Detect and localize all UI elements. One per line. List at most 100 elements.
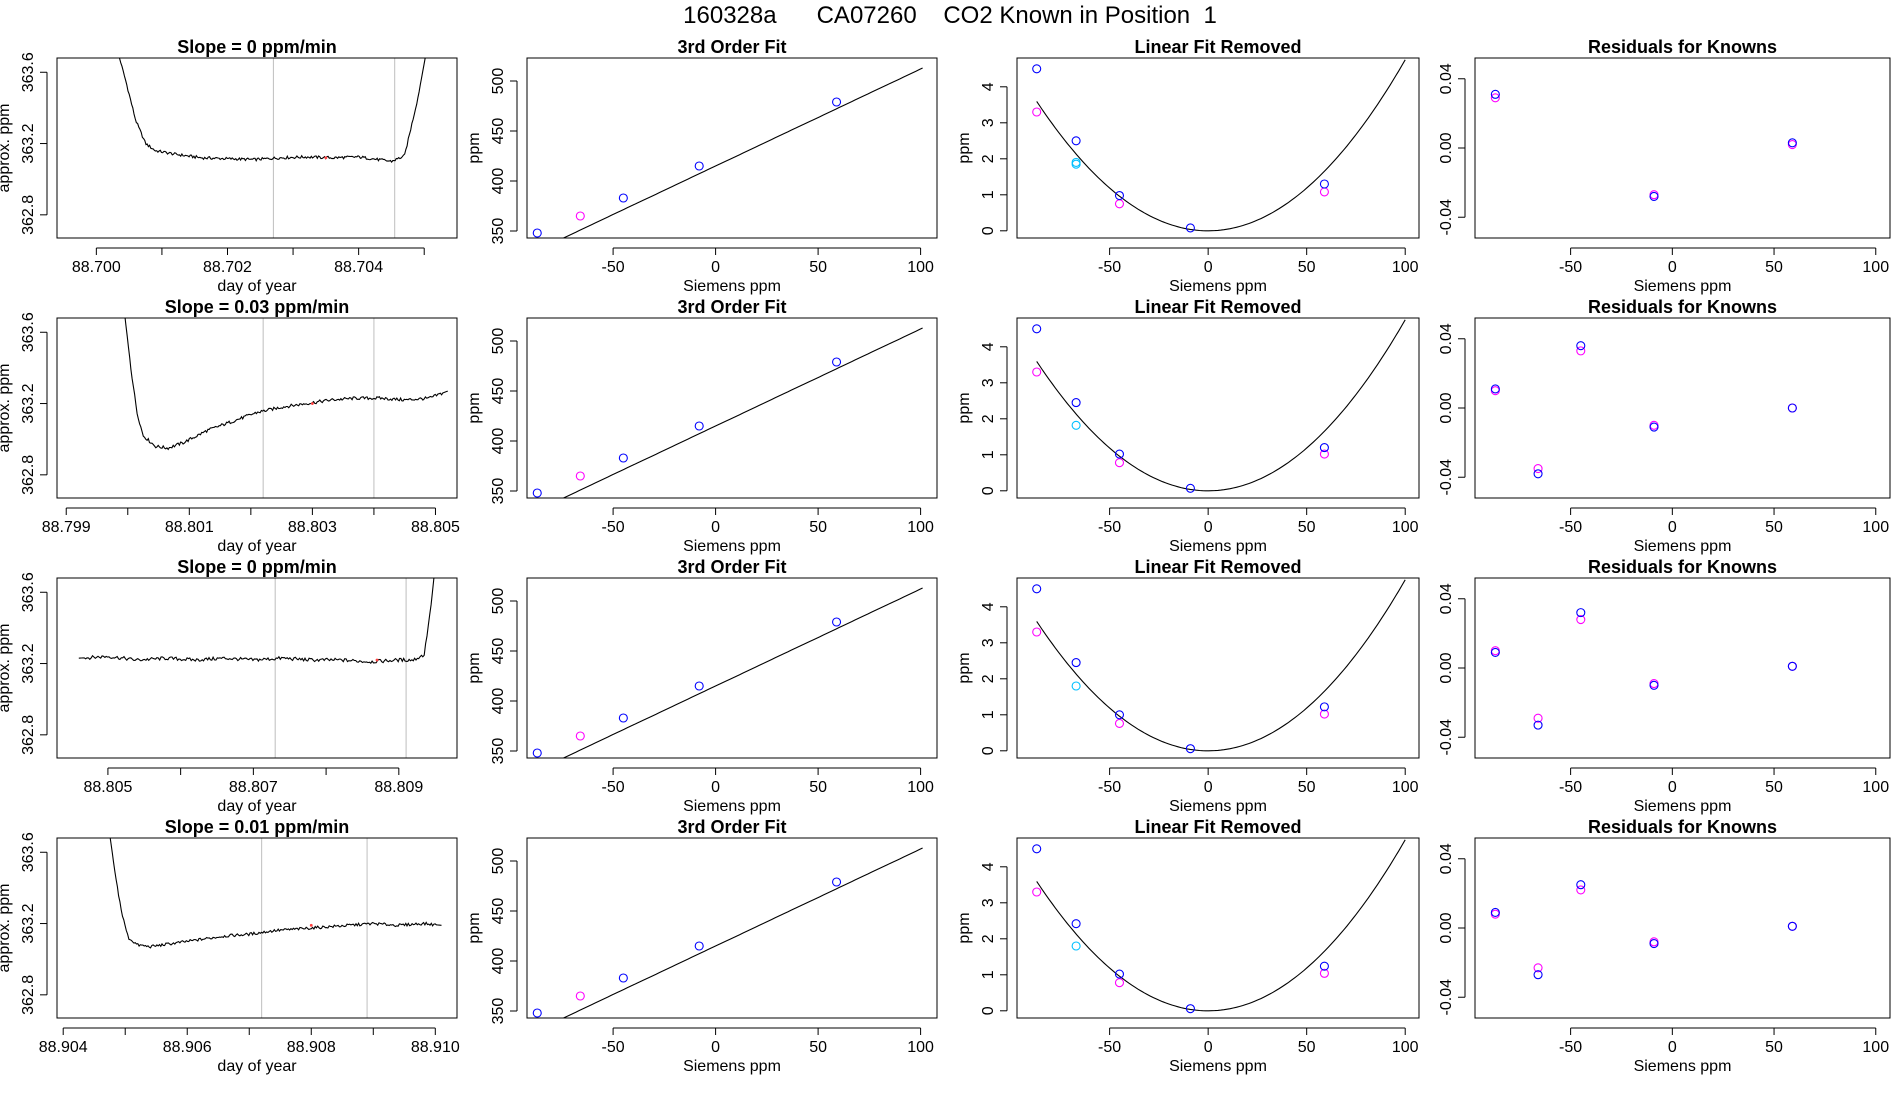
x-tick-label: 88.805 <box>411 519 460 536</box>
data-point <box>1319 961 1329 971</box>
y-tick-label: 0.00 <box>1438 652 1455 683</box>
data-point <box>1185 223 1195 233</box>
y-tick-label: 4 <box>980 602 997 611</box>
x-tick-label: 50 <box>809 259 827 276</box>
x-tick-label: 88.801 <box>165 519 214 536</box>
panel-row2-linear-removed: -50 0 50 100 0 1 2 3 4 Linear Fit Removed Siemens … <box>956 297 1420 555</box>
y-tick-label: 362.8 <box>20 455 37 495</box>
data-point <box>1071 398 1081 408</box>
y-axis-label: ppm <box>466 392 483 423</box>
x-tick-label: 100 <box>1862 519 1889 536</box>
panel-title: Slope = 0 ppm/min <box>177 557 337 577</box>
x-axis-label: Siemens ppm <box>1634 538 1732 555</box>
y-tick-label: 350 <box>490 738 507 765</box>
x-axis-label: Siemens ppm <box>1169 278 1267 295</box>
x-tick-label: 50 <box>809 1039 827 1056</box>
x-axis-label: Siemens ppm <box>1634 798 1732 815</box>
data-point <box>1533 464 1543 474</box>
panel-row2-fit: -50 0 50 100 350 400 450 500 3rd Order Fit Siemen… <box>466 297 938 555</box>
y-tick-label: 450 <box>490 898 507 925</box>
data-point <box>1787 661 1797 671</box>
x-tick-label: 0 <box>1668 1039 1677 1056</box>
panel-title: 3rd Order Fit <box>677 297 786 317</box>
fit-curve <box>1036 59 1406 232</box>
x-axis-label: Siemens ppm <box>1169 798 1267 815</box>
x-tick-label: -50 <box>1559 779 1582 796</box>
data-point <box>1490 647 1500 657</box>
panel-title: Linear Fit Removed <box>1134 817 1301 837</box>
y-tick-label: 2 <box>980 414 997 423</box>
x-tick-label: 0 <box>1204 259 1213 276</box>
data-point <box>1185 1004 1195 1014</box>
x-tick-label: 0 <box>711 1039 720 1056</box>
panel-title: 3rd Order Fit <box>677 817 786 837</box>
plot-frame <box>1474 317 1891 499</box>
data-point <box>575 211 585 221</box>
y-axis-label: ppm <box>466 912 483 943</box>
data-point <box>1319 449 1329 459</box>
plot-frame <box>1016 837 1420 1019</box>
y-tick-label: 0.00 <box>1438 912 1455 943</box>
x-axis-label: Siemens ppm <box>1634 1058 1732 1075</box>
x-tick-label: 50 <box>809 519 827 536</box>
y-tick-label: -0.04 <box>1438 979 1455 1016</box>
data-point <box>1319 443 1329 453</box>
y-tick-label: 363.2 <box>20 903 37 943</box>
y-tick-label: 500 <box>490 588 507 615</box>
y-tick-label: 0 <box>980 486 997 495</box>
plot-frame <box>526 317 938 499</box>
fit-curve <box>562 327 923 498</box>
data-point <box>1319 702 1329 712</box>
panel-row2-timeseries: 88.799 88.801 88.803 88.805 362.8 363.2 363.6 S… <box>0 297 460 555</box>
sample-marker <box>309 923 313 927</box>
data-point <box>532 1008 542 1018</box>
data-point <box>1071 681 1081 691</box>
x-axis-label: day of year <box>217 278 297 295</box>
y-tick-label: 0.04 <box>1438 583 1455 614</box>
y-axis-label: ppm <box>956 912 973 943</box>
y-tick-label: 400 <box>490 688 507 715</box>
x-tick-label: 0 <box>1668 519 1677 536</box>
y-tick-label: 3 <box>980 378 997 387</box>
x-axis-label: Siemens ppm <box>683 278 781 295</box>
fit-curve <box>1036 839 1406 1012</box>
data-point <box>532 228 542 238</box>
data-point <box>618 713 628 723</box>
panel-title: Slope = 0.01 ppm/min <box>165 817 350 837</box>
series-line <box>118 58 426 163</box>
fit-curve <box>562 847 923 1018</box>
panel-row3-linear-removed: -50 0 50 100 0 1 2 3 4 Linear Fit Removed Siemens … <box>956 557 1420 815</box>
panel-row4-fit: -50 0 50 100 350 400 450 500 3rd Order Fit Siemen… <box>466 817 938 1075</box>
panel-title: Residuals for Knowns <box>1588 37 1777 57</box>
data-point <box>1114 190 1125 201</box>
x-tick-label: 50 <box>1765 779 1783 796</box>
series-line <box>78 578 435 664</box>
x-tick-label: 88.702 <box>203 259 252 276</box>
y-axis-label: approx. ppm <box>0 884 13 973</box>
data-point <box>831 877 842 887</box>
panel-row1-linear-removed: -50 0 50 100 0 1 2 3 4 Linear Fit Removed Siemens … <box>956 37 1420 295</box>
data-point <box>1319 179 1329 189</box>
x-tick-label: -50 <box>1559 259 1582 276</box>
data-point <box>1649 939 1659 949</box>
y-tick-label: 0.00 <box>1438 392 1455 423</box>
x-tick-label: 100 <box>1392 519 1419 536</box>
y-tick-label: 400 <box>490 428 507 455</box>
fit-curve <box>1036 579 1406 752</box>
plot-frame <box>1474 57 1891 239</box>
y-tick-label: 363.6 <box>20 832 37 872</box>
y-axis-label: approx. ppm <box>0 364 13 453</box>
y-tick-label: 363.2 <box>20 643 37 683</box>
x-tick-label: 0 <box>1204 779 1213 796</box>
x-tick-label: 50 <box>1298 259 1316 276</box>
y-tick-label: 350 <box>490 218 507 245</box>
sample-marker <box>375 658 379 662</box>
y-axis-label: ppm <box>466 652 483 683</box>
x-tick-label: 0 <box>1668 259 1677 276</box>
y-tick-label: 0.00 <box>1438 132 1455 163</box>
data-point <box>1533 963 1543 973</box>
fit-curve <box>562 587 923 758</box>
y-tick-label: 4 <box>980 82 997 91</box>
data-point <box>831 357 842 367</box>
